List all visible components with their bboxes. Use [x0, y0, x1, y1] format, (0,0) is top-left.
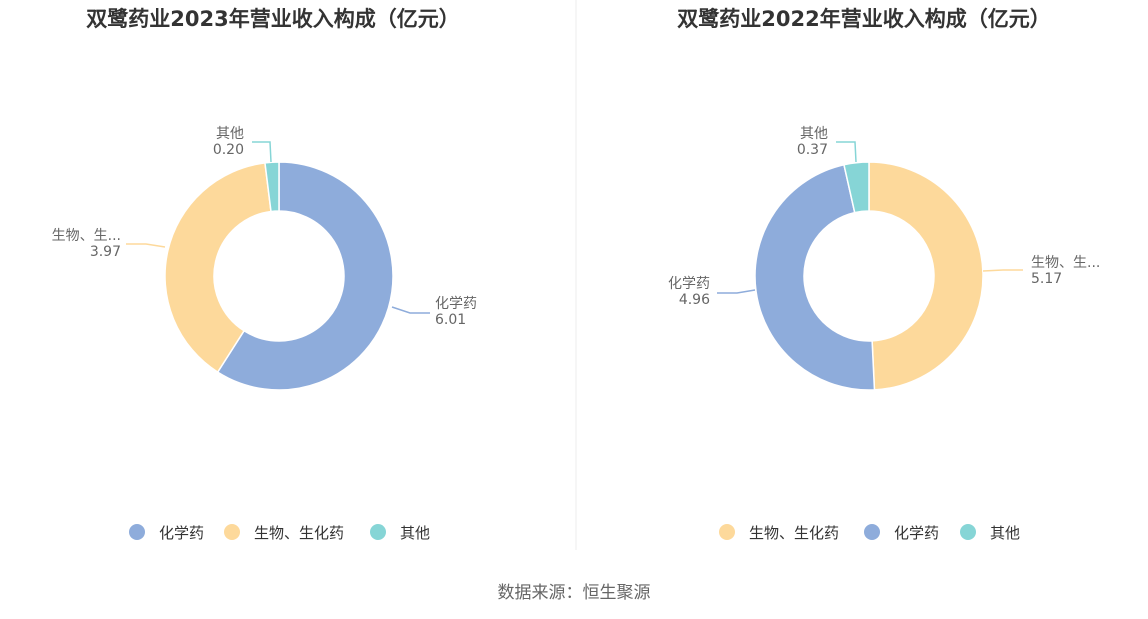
donut-slice — [868, 161, 984, 391]
chart-2022: 双鹭药业2022年营业收入构成（亿元） 生物、生...5.17化学药4.96其他… — [668, 7, 1100, 542]
slice-label-name: 其他 — [800, 126, 828, 142]
leader-line — [717, 289, 756, 294]
donut-slice — [843, 161, 870, 214]
slice-label-name: 生物、生... — [1031, 255, 1100, 271]
legend-marker — [719, 524, 735, 540]
slice-label-name: 化学药 — [435, 296, 477, 312]
legend-label: 生物、生化药 — [749, 524, 839, 542]
legend: 化学药 生物、生化药 其他 — [129, 524, 430, 542]
leader-line — [982, 269, 1023, 272]
legend-marker — [129, 524, 145, 540]
slice-label-name: 其他 — [216, 126, 244, 142]
legend-label: 其他 — [990, 524, 1020, 542]
legend-marker — [960, 524, 976, 540]
slice-label-name: 生物、生... — [52, 228, 121, 244]
donut-slice — [216, 161, 394, 391]
slice-label-value: 0.20 — [213, 142, 244, 158]
slice-label-value: 0.37 — [797, 142, 828, 158]
donut-slices — [164, 161, 394, 391]
slice-label-name: 化学药 — [668, 276, 710, 292]
data-source: 数据来源：恒生聚源 — [498, 583, 651, 603]
chart-title: 双鹭药业2022年营业收入构成（亿元） — [677, 7, 1050, 31]
donut-slice — [754, 163, 876, 391]
chart-2023: 双鹭药业2023年营业收入构成（亿元） 化学药6.01生物、生...3.97其他… — [52, 7, 477, 542]
legend: 生物、生化药 化学药 其他 — [719, 524, 1020, 542]
donut-slices — [754, 161, 984, 391]
legend-label: 化学药 — [894, 524, 939, 542]
chart-title: 双鹭药业2023年营业收入构成（亿元） — [86, 7, 459, 31]
legend-marker — [370, 524, 386, 540]
leader-line — [836, 141, 857, 163]
slice-label-value: 4.96 — [679, 292, 710, 308]
legend-label: 生物、生化药 — [254, 524, 344, 542]
donut-slice — [264, 161, 280, 213]
legend-label: 化学药 — [159, 524, 204, 542]
slice-label-value: 3.97 — [90, 244, 121, 260]
leader-line — [126, 243, 166, 248]
legend-label: 其他 — [400, 524, 430, 542]
leader-line — [391, 306, 430, 314]
slice-label-value: 5.17 — [1031, 271, 1062, 287]
leader-line — [252, 141, 272, 163]
legend-marker — [864, 524, 880, 540]
legend-marker — [224, 524, 240, 540]
slice-label-value: 6.01 — [435, 312, 466, 328]
donut-slice — [164, 162, 272, 374]
